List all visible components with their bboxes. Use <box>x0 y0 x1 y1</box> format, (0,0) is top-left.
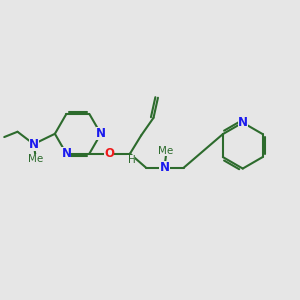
Text: N: N <box>96 127 106 140</box>
Text: Me: Me <box>28 154 44 164</box>
Text: Me: Me <box>158 146 173 156</box>
Text: N: N <box>29 138 39 151</box>
Text: H: H <box>128 155 135 165</box>
Text: N: N <box>61 147 71 160</box>
Text: O: O <box>104 147 114 160</box>
Text: N: N <box>159 161 170 174</box>
Text: N: N <box>238 116 248 129</box>
